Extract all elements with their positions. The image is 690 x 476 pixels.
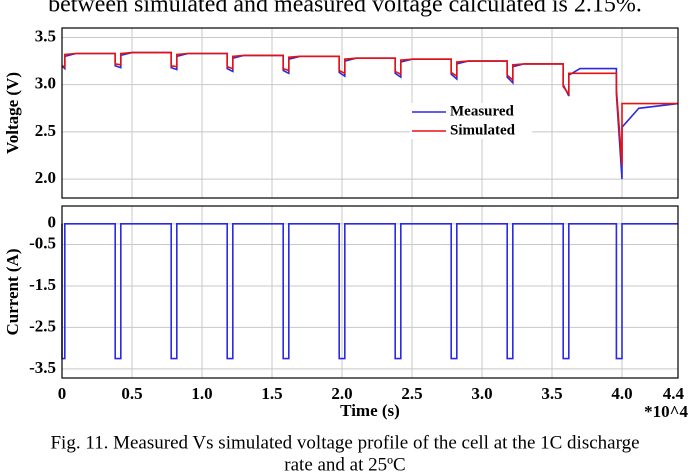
data-line — [61, 51, 678, 165]
plot-frame — [61, 27, 679, 199]
x-tick-label: 0 — [58, 384, 67, 403]
legend-label: Measured — [450, 103, 515, 119]
x-tick-label: 0.5 — [121, 384, 142, 403]
legend-label: Simulated — [450, 122, 516, 138]
caption-line: rate and at 25ºC — [284, 454, 405, 475]
x-tick-label: 2.0 — [331, 384, 352, 403]
y-tick-label: 2.5 — [35, 121, 56, 140]
y-tick-label: -2.5 — [29, 316, 56, 335]
y-axis-label: Current (A) — [3, 248, 22, 335]
x-tick-label: 3.0 — [471, 384, 492, 403]
x-axis-label: Time (s) — [340, 401, 400, 420]
x-tick-label: 4.0 — [611, 384, 632, 403]
x-tick-label: 1.5 — [261, 384, 282, 403]
x-scale-note: *10^4 — [644, 402, 688, 421]
x-tick-label: 1.0 — [191, 384, 212, 403]
data-line — [61, 223, 678, 360]
data-line — [61, 51, 679, 180]
y-tick-label: 0 — [48, 213, 57, 232]
y-tick-label: 2.0 — [35, 168, 56, 187]
y-tick-label: 3.0 — [35, 74, 56, 93]
y-tick-label: 3.5 — [35, 26, 56, 45]
y-tick-label: -1.5 — [29, 275, 56, 294]
y-tick-label: -3.5 — [29, 358, 56, 377]
x-tick-label: 3.5 — [541, 384, 562, 403]
plot-frame — [61, 205, 679, 379]
x-tick-label: 2.5 — [401, 384, 422, 403]
y-tick-label: -0.5 — [29, 233, 56, 252]
caption-line: Fig. 11. Measured Vs simulated voltage p… — [50, 432, 639, 453]
x-tick-label: 4.4 — [663, 384, 685, 403]
legend-box — [410, 103, 532, 139]
header-text: between simulated and measured voltage c… — [48, 0, 642, 18]
y-axis-label: Voltage (V) — [3, 72, 22, 154]
